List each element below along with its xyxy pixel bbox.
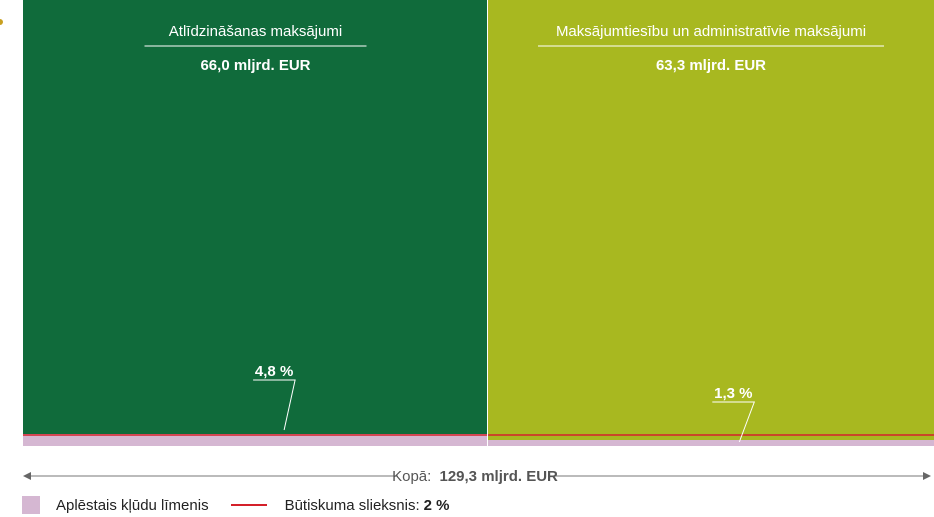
total-value: 129,3 mljrd. EUR (439, 468, 558, 485)
segment-title-0: Atlīdzināšanas maksājumi (169, 23, 342, 40)
error-rate-leader-0 (253, 379, 296, 431)
legend-error-swatch (22, 496, 40, 514)
total-prefix: Kopā: (392, 468, 431, 485)
error-band-0 (23, 434, 489, 446)
chart-canvas: Atlīdzināšanas maksājumi 66,0 mljrd. EUR 4… (0, 0, 934, 485)
segment-amount-0: 66,0 mljrd. EUR (200, 57, 310, 74)
labels-group: Atlīdzināšanas maksājumi 66,0 mljrd. EUR 4… (144, 23, 885, 443)
legend-threshold-swatch (230, 504, 267, 506)
total-arrow-head-right (923, 472, 931, 480)
error-band-1 (488, 440, 934, 446)
legend-threshold-value: 2 % (423, 496, 450, 514)
error-rate-label-0: 4,8 % (255, 363, 293, 380)
bars-group (23, 0, 934, 446)
legend-item-threshold: Būtiskuma slieksnis: 2 % (230, 496, 450, 514)
legend-threshold-label: Būtiskuma slieksnis: (284, 496, 420, 514)
error-rate-leader-1 (712, 401, 756, 443)
total-arrow-head-left (23, 472, 31, 480)
segment-bar-0 (23, 0, 489, 446)
segment-bar-1 (488, 0, 934, 446)
legend-error-label: Aplēstais kļūdu līmenis (56, 496, 209, 514)
error-rate-label-1: 1,3 % (714, 385, 752, 402)
legend-item-error: Aplēstais kļūdu līmenis (22, 496, 231, 514)
total-label: Kopā: 129,3 mljrd. EUR (392, 468, 558, 485)
legend: Aplēstais kļūdu līmenis Būtiskuma slieks… (22, 493, 449, 517)
segment-title-1: Maksājumtiesību un administratīvie maksā… (556, 23, 866, 40)
edge-mark (0, 19, 3, 25)
total-axis: Kopā: 129,3 mljrd. EUR (23, 468, 931, 485)
segment-amount-1: 63,3 mljrd. EUR (656, 57, 766, 74)
